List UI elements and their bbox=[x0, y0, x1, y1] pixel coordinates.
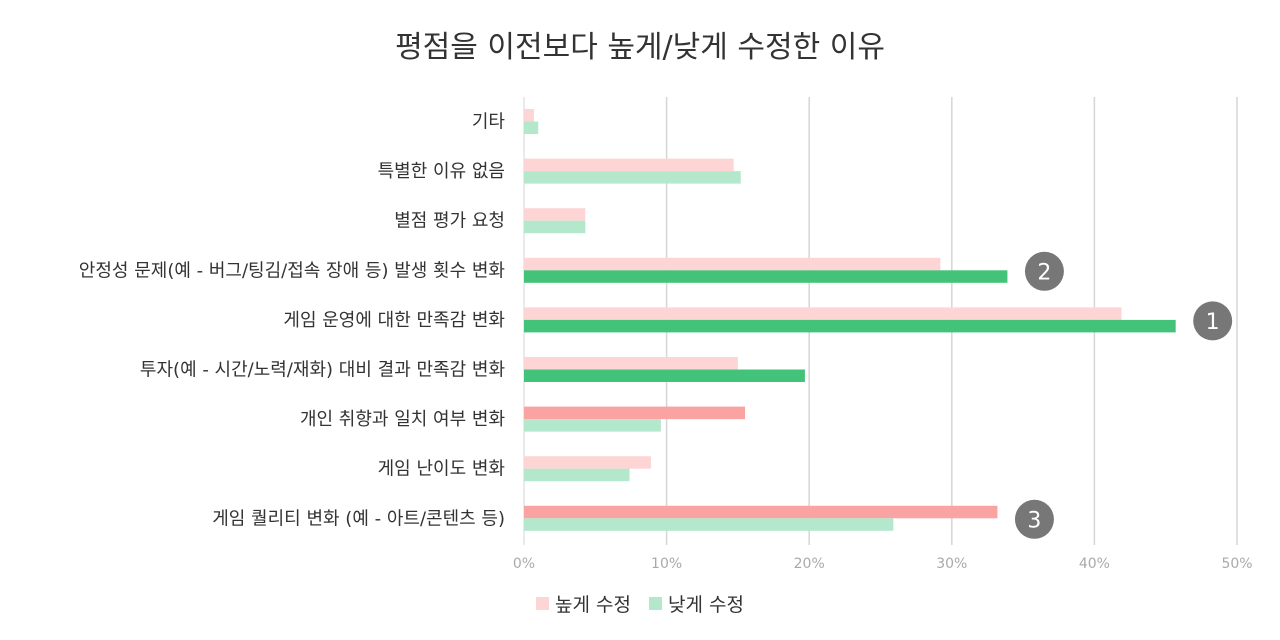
chart-title: 평점을 이전보다 높게/낮게 수정한 이유 bbox=[395, 30, 885, 65]
bar-lower[interactable] bbox=[524, 270, 1008, 283]
bar-lower[interactable] bbox=[524, 468, 630, 482]
category-label: 게임 난이도 변화 bbox=[378, 459, 505, 480]
bar-higher[interactable] bbox=[524, 505, 998, 519]
annotation-circle bbox=[1014, 499, 1054, 539]
bar-higher[interactable] bbox=[524, 406, 746, 420]
bar-higher[interactable] bbox=[524, 158, 734, 172]
annotation-badge-2: 2 bbox=[1024, 251, 1064, 291]
bar-higher[interactable] bbox=[524, 257, 941, 271]
bar-lower[interactable] bbox=[524, 419, 661, 432]
bar-higher[interactable] bbox=[524, 208, 586, 221]
x-tick-label: 50% bbox=[1221, 556, 1252, 572]
category-label: 기타 bbox=[472, 112, 506, 133]
x-tick-label: 40% bbox=[1079, 556, 1110, 572]
annotations: 1 2 3 bbox=[1014, 251, 1233, 539]
legend-item-lower[interactable]: 낮게 수정 bbox=[649, 590, 744, 617]
annotation-badge-3: 3 bbox=[1014, 499, 1054, 539]
annotation-number: 3 bbox=[1027, 508, 1041, 533]
bar-lower[interactable] bbox=[524, 518, 894, 531]
x-tick-label: 10% bbox=[651, 556, 682, 572]
legend: 높게 수정 낮게 수정 bbox=[0, 590, 1280, 617]
annotation-circle bbox=[1024, 251, 1064, 291]
annotation-number: 2 bbox=[1037, 260, 1051, 285]
category-label: 게임 운영에 대한 만족감 변화 bbox=[283, 310, 505, 331]
category-label: 개인 취향과 일치 여부 변화 bbox=[300, 409, 505, 430]
category-label: 투자(예 - 시간/노력/재화) 대비 결과 만족감 변화 bbox=[140, 360, 505, 381]
bar-higher[interactable] bbox=[524, 307, 1122, 320]
bar-lower[interactable] bbox=[524, 319, 1176, 333]
annotation-number: 1 bbox=[1206, 310, 1220, 335]
x-tick-label: 20% bbox=[794, 556, 825, 572]
legend-item-higher[interactable]: 높게 수정 bbox=[536, 590, 631, 617]
bar-higher[interactable] bbox=[524, 456, 651, 469]
bar-higher[interactable] bbox=[524, 357, 738, 370]
bars bbox=[524, 109, 1176, 531]
bar-lower[interactable] bbox=[524, 171, 741, 184]
x-tick-label: 30% bbox=[936, 556, 967, 572]
legend-swatch-lower bbox=[649, 597, 662, 610]
category-label: 별점 평가 요청 bbox=[394, 211, 505, 232]
category-label: 안정성 문제(예 - 버그/팅김/접속 장애 등) 발생 횟수 변화 bbox=[79, 260, 505, 281]
bar-lower[interactable] bbox=[524, 121, 539, 135]
annotation-badge-1: 1 bbox=[1193, 301, 1233, 341]
legend-label-higher: 높게 수정 bbox=[555, 594, 631, 616]
category-label: 특별한 이유 없음 bbox=[378, 161, 505, 182]
x-axis-ticks: 0% 10% 20% 30% 40% 50% bbox=[513, 556, 1253, 572]
bar-lower[interactable] bbox=[524, 220, 586, 234]
legend-swatch-higher bbox=[536, 597, 550, 610]
bar-higher[interactable] bbox=[524, 109, 534, 122]
annotation-circle bbox=[1193, 301, 1233, 341]
category-label: 게임 퀄리티 변화 (예 - 아트/콘텐츠 등) bbox=[212, 508, 505, 529]
legend-label-lower: 낮게 수정 bbox=[668, 594, 744, 616]
x-tick-label: 0% bbox=[513, 556, 535, 572]
bar-lower[interactable] bbox=[524, 369, 805, 383]
